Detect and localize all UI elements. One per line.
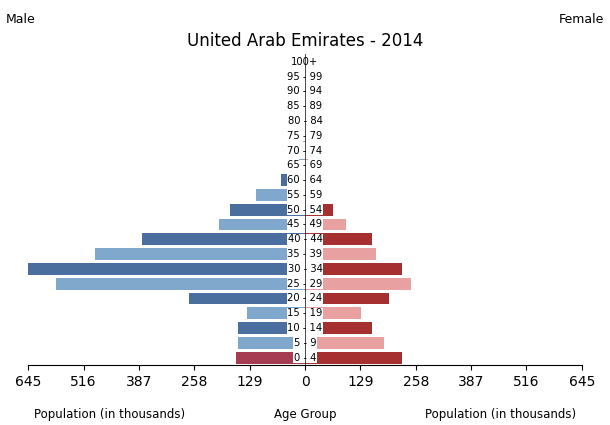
Bar bbox=[304, 100, 305, 112]
Bar bbox=[305, 292, 389, 304]
Text: Population (in thousands): Population (in thousands) bbox=[34, 408, 185, 421]
Bar bbox=[305, 130, 306, 142]
Text: 25 - 29: 25 - 29 bbox=[287, 279, 323, 289]
Bar bbox=[236, 352, 305, 363]
Bar bbox=[305, 174, 316, 186]
Text: 70 - 74: 70 - 74 bbox=[287, 145, 323, 156]
Bar bbox=[219, 218, 305, 230]
Bar bbox=[305, 248, 376, 260]
Text: 20 - 24: 20 - 24 bbox=[287, 293, 323, 303]
Bar bbox=[305, 352, 401, 363]
Bar bbox=[95, 248, 305, 260]
Text: 55 - 59: 55 - 59 bbox=[287, 190, 323, 200]
Text: 0 - 4: 0 - 4 bbox=[294, 353, 316, 363]
Text: 75 - 79: 75 - 79 bbox=[287, 131, 323, 141]
Bar bbox=[305, 189, 320, 201]
Bar bbox=[298, 159, 305, 171]
Bar bbox=[256, 189, 305, 201]
Bar bbox=[305, 144, 308, 156]
Bar bbox=[305, 218, 346, 230]
Text: 65 - 69: 65 - 69 bbox=[287, 160, 323, 170]
Bar bbox=[305, 278, 411, 289]
Bar bbox=[239, 337, 305, 349]
Bar bbox=[305, 233, 371, 245]
Text: Female: Female bbox=[559, 13, 604, 26]
Bar bbox=[305, 159, 309, 171]
Text: 50 - 54: 50 - 54 bbox=[287, 205, 323, 215]
Bar bbox=[28, 263, 305, 275]
Title: United Arab Emirates - 2014: United Arab Emirates - 2014 bbox=[187, 32, 423, 50]
Bar bbox=[281, 174, 305, 186]
Bar bbox=[305, 263, 401, 275]
Bar bbox=[304, 115, 305, 127]
Bar bbox=[305, 337, 384, 349]
Bar bbox=[305, 204, 333, 215]
Text: 45 - 49: 45 - 49 bbox=[287, 219, 323, 230]
Bar bbox=[305, 115, 306, 127]
Text: 60 - 64: 60 - 64 bbox=[287, 175, 323, 185]
Text: Age Group: Age Group bbox=[274, 408, 336, 421]
Bar bbox=[247, 307, 305, 319]
Bar bbox=[230, 204, 305, 215]
Bar bbox=[305, 322, 371, 334]
Text: 85 - 89: 85 - 89 bbox=[287, 101, 323, 111]
Text: 10 - 14: 10 - 14 bbox=[287, 323, 323, 333]
Text: 95 - 99: 95 - 99 bbox=[287, 71, 323, 82]
Bar bbox=[301, 144, 305, 156]
Text: 5 - 9: 5 - 9 bbox=[293, 338, 317, 348]
Text: Population (in thousands): Population (in thousands) bbox=[425, 408, 576, 421]
Bar bbox=[56, 278, 305, 289]
Bar bbox=[303, 130, 305, 142]
Text: Male: Male bbox=[6, 13, 36, 26]
Text: 30 - 34: 30 - 34 bbox=[287, 264, 323, 274]
Text: 80 - 84: 80 - 84 bbox=[287, 116, 323, 126]
Bar bbox=[189, 292, 305, 304]
Bar bbox=[305, 307, 361, 319]
Text: 35 - 39: 35 - 39 bbox=[287, 249, 323, 259]
Text: 90 - 94: 90 - 94 bbox=[287, 86, 323, 96]
Bar bbox=[305, 100, 306, 112]
Text: 40 - 44: 40 - 44 bbox=[287, 234, 323, 244]
Text: 15 - 19: 15 - 19 bbox=[287, 308, 323, 318]
Text: 100+: 100+ bbox=[292, 57, 318, 67]
Bar bbox=[142, 233, 305, 245]
Bar bbox=[239, 322, 305, 334]
